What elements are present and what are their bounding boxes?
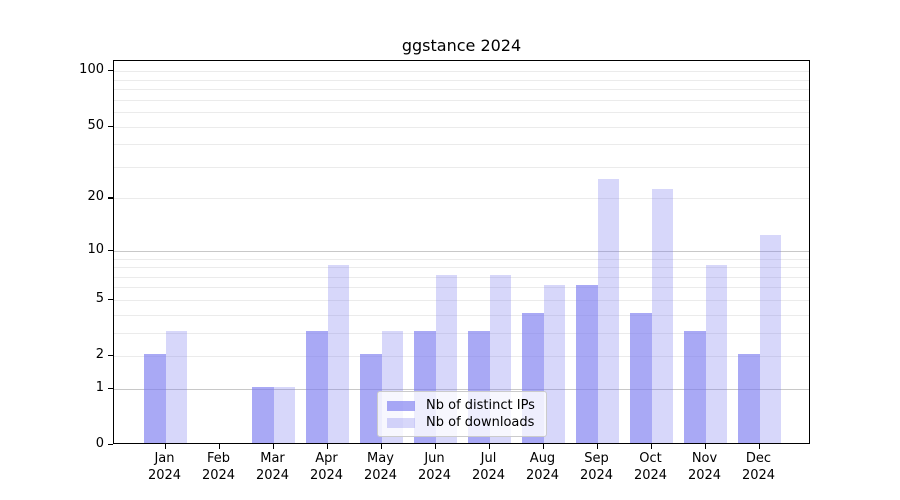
legend-swatch-downloads-icon	[387, 417, 415, 428]
bar-distinct-ips	[306, 330, 328, 443]
x-tick-label: Jun 2024	[417, 451, 452, 483]
x-tick-mark	[758, 444, 760, 449]
gridline-minor	[114, 71, 809, 73]
y-tick-label: 10	[87, 241, 104, 257]
x-tick-mark	[218, 444, 220, 449]
y-tick-label: 1	[95, 379, 104, 395]
y-tick-label: 0	[95, 436, 104, 451]
y-tick-mark	[108, 355, 113, 357]
x-tick-label: May 2024	[363, 451, 398, 483]
x-tick-label: Dec 2024	[741, 451, 776, 483]
x-tick-mark	[488, 444, 490, 449]
x-tick-label: Feb 2024	[201, 451, 236, 483]
legend: Nb of distinct IPs Nb of downloads	[377, 391, 547, 437]
y-tick-label: 20	[87, 189, 104, 205]
y-tick-mark	[108, 249, 113, 251]
bar-downloads	[543, 285, 565, 443]
y-tick-mark	[108, 70, 113, 72]
x-tick-mark	[650, 444, 652, 449]
y-tick-mark	[108, 387, 113, 390]
gridline-minor	[114, 287, 809, 289]
x-tick-mark	[326, 444, 328, 449]
bar-distinct-ips	[252, 386, 274, 443]
y-tick-label: 100	[79, 62, 104, 78]
legend-row-distinct-ips: Nb of distinct IPs	[387, 397, 537, 414]
y-tick-mark	[108, 197, 113, 199]
legend-label-downloads: Nb of downloads	[426, 415, 535, 430]
gridline-minor	[114, 166, 809, 168]
gridline-major	[114, 388, 809, 390]
bar-downloads	[327, 265, 349, 443]
gridline-minor	[114, 198, 809, 200]
bar-downloads	[273, 386, 295, 443]
bar-distinct-ips	[144, 354, 166, 443]
chart-title: ggstance 2024	[401, 36, 522, 55]
gridline-minor	[114, 332, 809, 334]
gridline-minor	[114, 258, 809, 260]
x-tick-label: Jan 2024	[147, 451, 182, 483]
plot-area	[113, 60, 810, 444]
gridline-minor	[114, 79, 809, 81]
gridline-minor	[114, 126, 809, 128]
y-tick-label: 2	[95, 347, 104, 363]
gridline-minor	[114, 144, 809, 146]
gridline-minor	[114, 267, 809, 269]
legend-swatch-distinct-ips-icon	[387, 400, 415, 411]
x-tick-label: Nov 2024	[687, 451, 722, 483]
x-tick-mark	[434, 444, 436, 449]
x-tick-label: Mar 2024	[255, 451, 290, 483]
x-tick-mark	[704, 444, 706, 449]
bar-downloads	[165, 330, 187, 443]
gridline-minor	[114, 99, 809, 101]
bar-distinct-ips	[684, 330, 706, 443]
y-tick-mark	[108, 125, 113, 127]
x-tick-mark	[542, 444, 544, 449]
y-tick-label: 5	[95, 290, 104, 306]
x-tick-mark	[272, 444, 274, 449]
gridline-minor	[114, 356, 809, 358]
bar-downloads	[705, 265, 727, 443]
bar-distinct-ips	[360, 354, 382, 443]
x-tick-label: Oct 2024	[633, 451, 668, 483]
gridline-minor	[114, 314, 809, 316]
x-tick-mark	[380, 444, 382, 449]
bar-downloads	[759, 235, 781, 443]
x-tick-label: Apr 2024	[309, 451, 344, 483]
bar-downloads	[597, 179, 619, 443]
y-tick-label: 50	[87, 117, 104, 133]
x-tick-mark	[164, 444, 166, 449]
x-tick-label: Jul 2024	[471, 451, 506, 483]
gridline-minor	[114, 89, 809, 91]
legend-row-downloads: Nb of downloads	[387, 414, 537, 431]
bar-distinct-ips	[738, 354, 760, 443]
x-tick-label: Aug 2024	[525, 451, 560, 483]
x-tick-mark	[596, 444, 598, 449]
gridline-minor	[114, 112, 809, 114]
x-tick-label: Sep 2024	[579, 451, 614, 483]
gridline-minor	[114, 276, 809, 278]
bar-distinct-ips	[630, 312, 652, 443]
bar-downloads	[651, 189, 673, 443]
y-tick-mark	[108, 444, 113, 446]
bar-distinct-ips	[576, 285, 598, 443]
gridline-major	[114, 250, 809, 252]
gridline-minor	[114, 299, 809, 301]
legend-label-distinct-ips: Nb of distinct IPs	[426, 398, 535, 413]
y-tick-mark	[108, 298, 113, 301]
